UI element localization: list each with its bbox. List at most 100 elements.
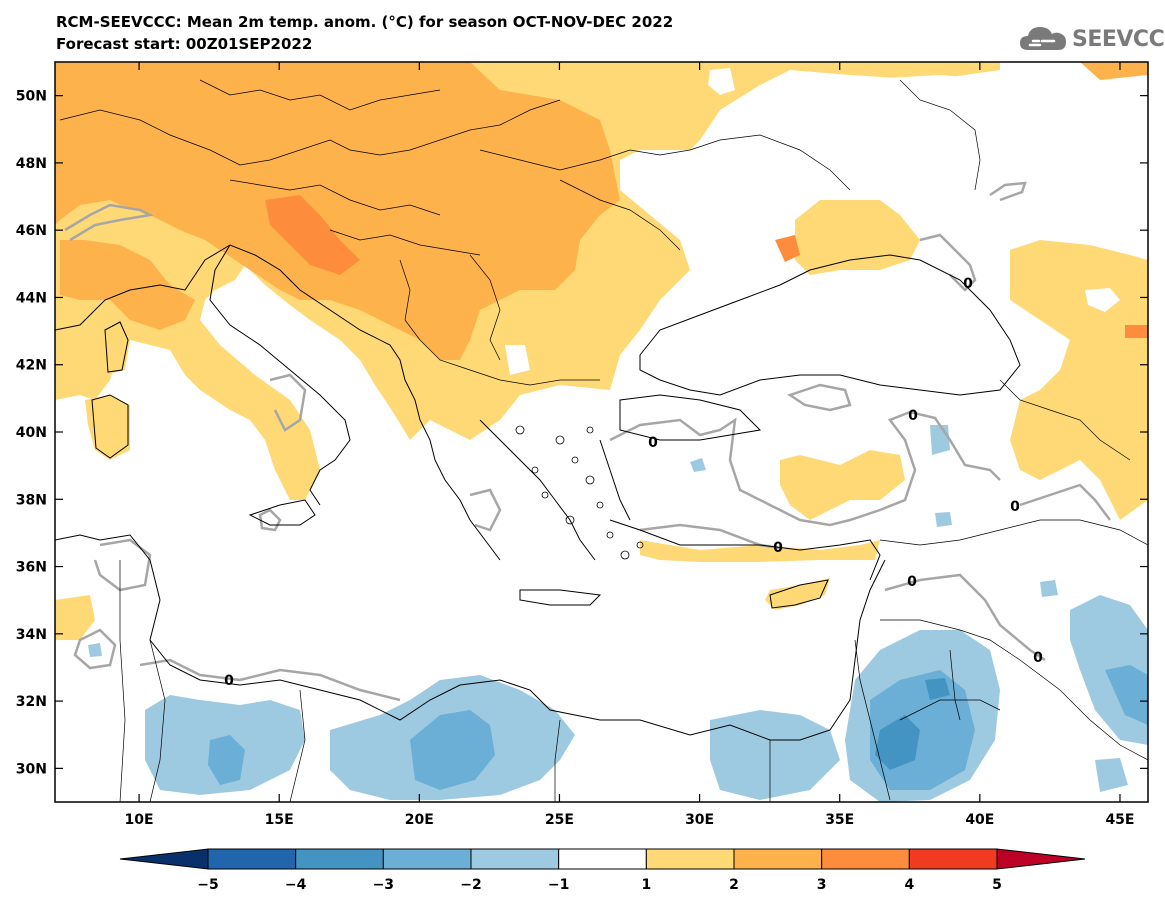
coastline-black-sea bbox=[639, 254, 1021, 396]
lon-tick-label: 10E bbox=[125, 812, 154, 828]
zero-contour-line bbox=[139, 658, 401, 702]
anomaly-band-m1-m2-spot bbox=[935, 512, 952, 527]
neutral-gap bbox=[505, 345, 530, 375]
zero-contour-line bbox=[73, 628, 117, 670]
lat-tick-label: 46N bbox=[16, 223, 47, 239]
border-line bbox=[119, 560, 126, 802]
colorbar-tick-label: −1 bbox=[548, 877, 569, 893]
lat-tick-label: 50N bbox=[16, 89, 47, 105]
coastline-cyprus bbox=[769, 579, 829, 609]
coastline-sicily bbox=[248, 499, 316, 526]
anomaly-band-m3-m4-jordan bbox=[875, 715, 920, 770]
anomaly-band-m1-m2-spot bbox=[88, 643, 102, 657]
anomaly-band-1-2-corsica bbox=[98, 320, 130, 375]
lon-tick-label: 30E bbox=[685, 812, 714, 828]
zero-contour-line bbox=[269, 373, 307, 432]
neutral-gap bbox=[708, 68, 735, 95]
zero-contour-line bbox=[1019, 483, 1111, 521]
lat-tick-label: 38N bbox=[16, 492, 47, 508]
anomaly-band-3-4-east bbox=[1125, 325, 1148, 338]
lat-tick-label: 36N bbox=[16, 560, 47, 576]
contour-labels: 0 0 0 0 0 0 0 0 bbox=[224, 276, 1043, 689]
aegean-islands bbox=[515, 425, 644, 560]
warm-anomaly-fields-2-3 bbox=[55, 62, 1148, 360]
lat-tick-label: 42N bbox=[16, 358, 47, 374]
colorbar-segment bbox=[470, 848, 560, 870]
forecast-start-label: Forecast start: 00Z01SEP2022 bbox=[56, 35, 313, 53]
border-line bbox=[149, 639, 166, 802]
anomaly-band-1-2-crimea bbox=[795, 200, 920, 275]
colorbar-tick-label: 2 bbox=[729, 877, 739, 893]
anomaly-band-m1-m2-anatolia bbox=[930, 425, 950, 455]
border-line bbox=[329, 229, 481, 256]
island bbox=[596, 501, 604, 509]
neutral-gap bbox=[1085, 288, 1120, 312]
island bbox=[515, 425, 525, 435]
anomaly-band-m1-m2-spot bbox=[690, 458, 706, 472]
island bbox=[565, 515, 575, 525]
border-line bbox=[879, 519, 1148, 546]
border-line bbox=[949, 649, 961, 721]
colorbar-tick-label: 5 bbox=[992, 877, 1002, 893]
anomaly-band-m1-m2-spot bbox=[1040, 580, 1058, 597]
logo-text: SEEVCCC bbox=[1072, 26, 1165, 52]
border-line bbox=[880, 619, 1148, 761]
coastline-turkey-west bbox=[599, 439, 631, 521]
lon-tick-label: 45E bbox=[1105, 812, 1134, 828]
map-canvas: 0 0 0 0 0 0 0 0 bbox=[55, 62, 1148, 802]
contour-label: 0 bbox=[224, 673, 234, 689]
anomaly-band-1-2-anatolia bbox=[780, 450, 905, 520]
lat-tick-label: 44N bbox=[16, 290, 47, 306]
anomaly-band-m3-m4-spot bbox=[925, 678, 950, 700]
anomaly-band-2-3-ne bbox=[1080, 62, 1148, 80]
anomaly-band-m2-m3-iraq bbox=[1105, 665, 1148, 725]
coastline-turkey-south bbox=[609, 519, 881, 581]
lon-tick-label: 15E bbox=[265, 812, 294, 828]
anomaly-band-m2-m3-libya bbox=[410, 710, 495, 790]
contour-label: 0 bbox=[908, 408, 918, 424]
border-line bbox=[854, 639, 891, 801]
colorbar-tick-label: 3 bbox=[817, 877, 827, 893]
anomaly-band-1-2-cyprus bbox=[765, 578, 830, 610]
contour-label: 0 bbox=[907, 574, 917, 590]
zero-contours bbox=[64, 181, 1111, 702]
border-line bbox=[59, 99, 561, 166]
coastline-marmara bbox=[619, 394, 762, 441]
coastline-corsica bbox=[104, 321, 129, 373]
warm-anomaly-fields-3-4 bbox=[265, 195, 1148, 338]
zero-contour-line bbox=[469, 488, 502, 532]
border-line bbox=[689, 134, 851, 191]
border-line bbox=[199, 79, 441, 111]
colorbar-extend-min bbox=[119, 848, 209, 870]
colorbar-segment bbox=[733, 848, 823, 870]
contour-label: 0 bbox=[1010, 499, 1020, 515]
lat-tick-label: 48N bbox=[16, 156, 47, 172]
island bbox=[586, 426, 594, 434]
lon-tick-label: 20E bbox=[405, 812, 434, 828]
zero-contour-line bbox=[884, 573, 1046, 662]
coastline-north-africa bbox=[55, 534, 886, 741]
colorbar-tick-label: 1 bbox=[641, 877, 651, 893]
colorbar-tick-label: −3 bbox=[373, 877, 394, 893]
island bbox=[541, 491, 549, 499]
anomaly-band-1-2-greece bbox=[395, 340, 435, 430]
island bbox=[585, 475, 595, 485]
border-line bbox=[554, 719, 561, 802]
colorbar-segment bbox=[908, 848, 998, 870]
border-line bbox=[899, 79, 981, 191]
borders bbox=[59, 79, 1148, 802]
coastline-crete bbox=[519, 589, 602, 606]
coastlines bbox=[55, 244, 1021, 741]
anomaly-band-2-3-po-valley bbox=[60, 240, 195, 330]
zero-contour-line bbox=[989, 181, 1027, 202]
anomaly-band-2-3 bbox=[55, 62, 620, 360]
cold-anomaly-fields-3-4 bbox=[875, 678, 950, 770]
anomaly-band-2-3-north bbox=[55, 62, 120, 90]
contour-label: 0 bbox=[773, 540, 783, 556]
colorbar-tick-label: −4 bbox=[285, 877, 307, 893]
colorbar-segment bbox=[207, 848, 297, 870]
border-line bbox=[469, 254, 501, 361]
lon-tick-label: 40E bbox=[965, 812, 994, 828]
border-line bbox=[479, 149, 691, 171]
